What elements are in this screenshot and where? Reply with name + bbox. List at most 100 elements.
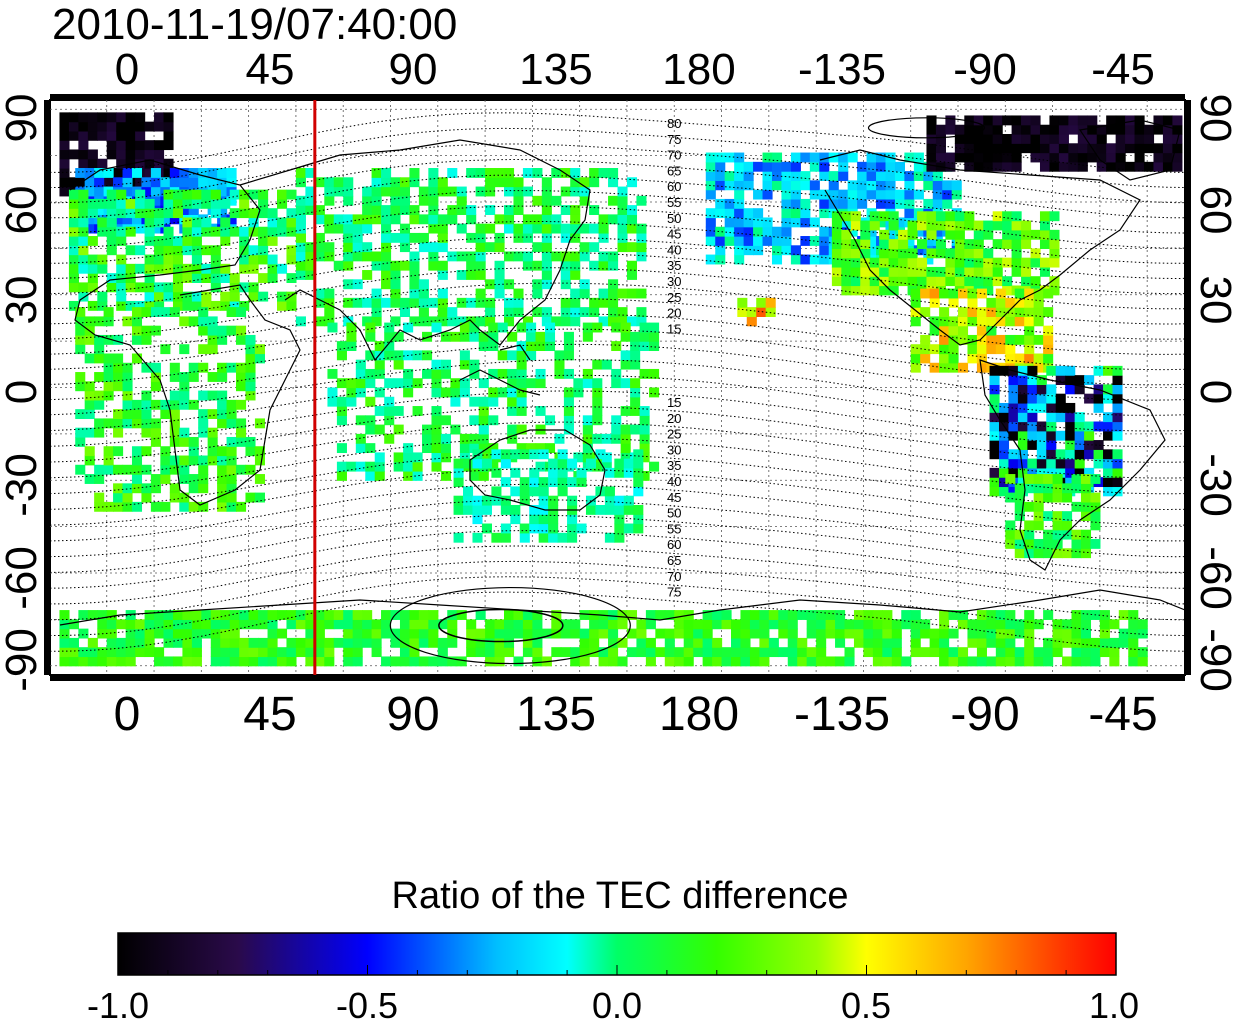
tec-cell xyxy=(939,316,950,327)
tec-cell xyxy=(327,387,338,398)
tec-cell xyxy=(163,619,174,630)
tec-cell xyxy=(59,168,70,178)
tec-cell xyxy=(633,467,644,478)
tec-cell xyxy=(1005,474,1016,484)
tec-cell xyxy=(179,177,190,188)
tec-cell xyxy=(976,362,987,373)
tec-cell xyxy=(485,647,496,658)
tec-cell xyxy=(172,656,184,667)
tec-cell xyxy=(617,610,628,620)
tec-cell xyxy=(122,214,133,225)
tec-cell xyxy=(913,189,924,200)
tec-cell xyxy=(504,205,515,215)
tec-cell xyxy=(226,325,237,336)
tec-cell xyxy=(456,195,467,206)
tec-cell xyxy=(847,189,858,200)
tec-cell xyxy=(245,334,256,345)
tec-cell xyxy=(59,130,70,141)
tec-cell xyxy=(529,486,540,497)
tec-cell xyxy=(78,628,89,639)
tec-cell xyxy=(633,486,644,497)
tec-cell xyxy=(431,359,442,370)
tec-cell xyxy=(1024,334,1035,345)
tec-cell xyxy=(150,501,161,512)
tec-cell xyxy=(1014,316,1025,327)
tec-cell xyxy=(336,461,347,472)
tec-cell xyxy=(743,208,754,219)
tec-cell xyxy=(466,232,477,243)
tec-cell xyxy=(68,198,79,209)
tec-cell xyxy=(664,637,675,648)
tec-cell xyxy=(169,436,180,447)
tec-cell xyxy=(907,257,918,268)
tec-cell xyxy=(608,307,619,317)
tec-cell xyxy=(384,331,395,342)
tec-cell xyxy=(355,415,366,426)
tec-cell xyxy=(314,610,325,620)
tec-cell xyxy=(362,619,373,630)
tec-cell xyxy=(362,214,373,225)
tec-cell xyxy=(504,610,515,620)
tec-cell xyxy=(68,245,79,256)
tec-cell xyxy=(154,300,165,311)
tec-cell xyxy=(333,177,344,188)
tec-cell xyxy=(516,424,527,435)
tec-cell xyxy=(106,647,117,658)
tec-cell xyxy=(362,242,373,253)
tec-cell xyxy=(324,251,335,262)
tec-cell xyxy=(384,396,395,407)
tec-cell xyxy=(431,406,442,416)
tec-cell xyxy=(920,619,931,630)
tec-cell xyxy=(954,211,965,222)
tec-cell xyxy=(608,610,619,620)
tec-cell xyxy=(343,619,354,630)
tec-cell xyxy=(116,140,127,151)
tec-cell xyxy=(828,171,839,181)
tec-cell xyxy=(731,637,742,648)
tec-cell xyxy=(1065,421,1076,432)
tec-cell xyxy=(163,656,174,667)
tec-cell xyxy=(210,610,221,620)
tec-cell xyxy=(816,637,827,648)
tec-cell xyxy=(904,189,915,200)
tec-cell xyxy=(437,177,448,188)
tec-cell xyxy=(1002,220,1013,231)
contour-label: 60 xyxy=(667,179,681,194)
tec-cell xyxy=(84,353,95,364)
tec-cell xyxy=(986,656,997,667)
tec-cell xyxy=(913,152,924,163)
tec-cell xyxy=(226,418,237,429)
tec-cell xyxy=(592,415,603,426)
tec-cell xyxy=(1103,421,1114,432)
tec-cell xyxy=(437,647,448,658)
tec-cell xyxy=(1014,511,1025,522)
tec-cell xyxy=(847,198,858,209)
tec-cell xyxy=(636,288,647,299)
tec-cell xyxy=(567,532,578,543)
left-lat-tick: 30 xyxy=(0,276,46,325)
tec-cell xyxy=(106,121,117,132)
tec-cell xyxy=(819,171,830,181)
tec-cell xyxy=(150,177,161,188)
right-lat-tick: 0 xyxy=(1191,380,1240,404)
tec-cell xyxy=(131,455,143,466)
contour-label: 15 xyxy=(667,395,681,410)
tec-cell xyxy=(475,168,486,178)
tec-cell xyxy=(1052,548,1063,559)
tec-cell xyxy=(841,285,852,296)
tec-cell xyxy=(1137,656,1148,667)
tec-cell xyxy=(59,656,70,667)
tec-cell xyxy=(806,610,817,620)
tec-cell xyxy=(135,628,146,639)
tec-cell xyxy=(371,260,382,271)
tec-cell xyxy=(1030,124,1041,135)
tec-cell xyxy=(97,158,108,169)
tec-cell xyxy=(749,628,760,639)
tec-cell xyxy=(1052,520,1063,531)
tec-cell xyxy=(1084,421,1095,432)
tec-cell xyxy=(390,628,401,639)
tec-cell xyxy=(1062,529,1073,540)
tec-cell xyxy=(191,245,202,256)
tec-cell xyxy=(954,248,965,259)
tec-cell xyxy=(390,177,401,188)
